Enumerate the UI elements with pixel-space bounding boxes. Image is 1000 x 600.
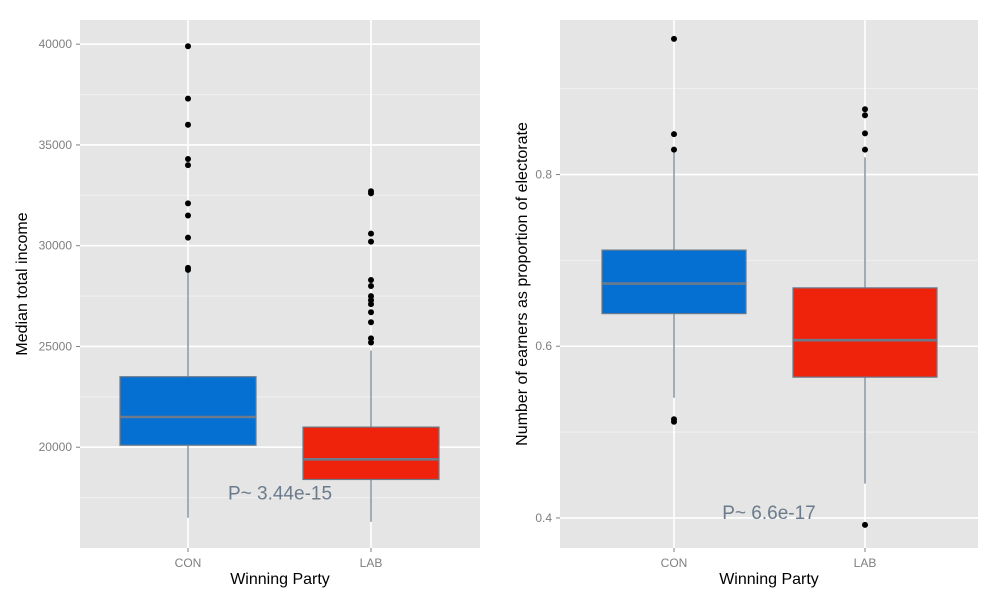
outlier-point (185, 200, 191, 207)
y-tick-label: 0.4 (535, 511, 552, 525)
iqr-box (792, 287, 938, 378)
outlier-point (368, 283, 374, 290)
outlier-point (368, 335, 374, 342)
outlier-point (862, 146, 868, 153)
x-tick-label: CON (661, 556, 688, 570)
box-lab (792, 106, 938, 528)
x-tick-label: LAB (854, 556, 877, 570)
outlier-point (185, 162, 191, 169)
iqr-box (119, 376, 257, 446)
outlier-point (862, 130, 868, 137)
outlier-point (185, 121, 191, 128)
outlier-point (185, 95, 191, 102)
left-x-axis-title: Winning Party (230, 571, 330, 588)
outlier-point (185, 43, 191, 50)
right-y-ticks: 0.4 0.6 0.8 (535, 168, 560, 525)
left-y-ticks: 20000 25000 30000 35000 40000 (39, 37, 80, 454)
outlier-point (368, 309, 374, 316)
outlier-point (368, 230, 374, 237)
outlier-point (368, 276, 374, 283)
right-chart: 0.4 0.6 0.8 CON LAB Winning Party Number of… (514, 20, 978, 588)
outlier-point (862, 112, 868, 119)
left-boxes (119, 43, 440, 522)
iqr-box (302, 426, 440, 481)
right-x-ticks: CON LAB (661, 548, 877, 570)
box-con (119, 43, 257, 518)
outlier-point (185, 264, 191, 271)
right-boxes (601, 35, 938, 528)
outlier-point (368, 238, 374, 245)
outlier-point (185, 234, 191, 241)
outlier-point (671, 416, 677, 423)
iqr-box (601, 249, 747, 315)
left-p-value-annotation: P~ 3.44e-15 (228, 484, 332, 505)
x-tick-label: CON (175, 556, 202, 570)
right-y-axis-title: Number of earners as proportion of elect… (514, 122, 531, 446)
left-x-ticks: CON LAB (175, 548, 383, 570)
right-p-value-annotation: P~ 6.6e-17 (722, 503, 816, 524)
outlier-point (671, 131, 677, 138)
outlier-point (368, 319, 374, 326)
y-tick-label: 25000 (39, 339, 73, 353)
y-tick-label: 20000 (39, 440, 73, 454)
y-tick-label: 40000 (39, 37, 73, 51)
y-tick-label: 35000 (39, 138, 73, 152)
outlier-point (368, 293, 374, 300)
y-tick-label: 30000 (39, 239, 73, 253)
right-x-axis-title: Winning Party (719, 571, 819, 588)
outlier-point (862, 521, 868, 528)
box-con (601, 35, 747, 425)
outlier-point (671, 146, 677, 153)
outlier-point (671, 35, 677, 42)
y-tick-label: 0.6 (535, 339, 552, 353)
y-tick-label: 0.8 (535, 168, 552, 182)
left-chart: 20000 25000 30000 35000 40000 CON LAB Winning… (14, 20, 480, 588)
outlier-point (185, 212, 191, 219)
left-y-axis-title: Median total income (14, 212, 31, 355)
box-lab (302, 188, 440, 522)
outlier-point (862, 106, 868, 113)
x-tick-label: LAB (360, 556, 383, 570)
outlier-point (368, 188, 374, 195)
outlier-point (185, 156, 191, 163)
